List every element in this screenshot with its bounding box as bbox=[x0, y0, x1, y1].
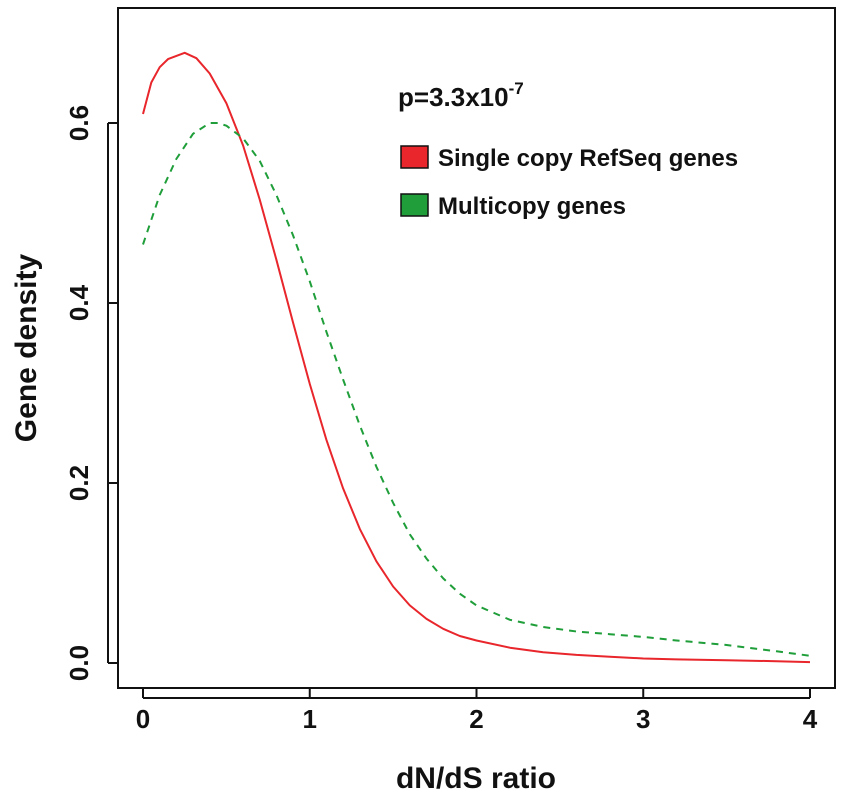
x-tick-label: 4 bbox=[803, 704, 818, 734]
series-layer bbox=[142, 51, 811, 664]
y-tick-label: 0.0 bbox=[64, 645, 94, 681]
x-axis: 0 1 2 3 4 bbox=[136, 688, 818, 734]
p-value-exponent: -7 bbox=[509, 79, 524, 98]
legend-label-single-copy: Single copy RefSeq genes bbox=[438, 145, 738, 172]
y-tick-label: 0.2 bbox=[64, 465, 94, 501]
y-tick-label: 0.4 bbox=[64, 284, 94, 321]
series-line-single-copy bbox=[142, 51, 811, 664]
x-tick-label: 3 bbox=[636, 704, 650, 734]
legend-swatch-single-copy bbox=[400, 145, 429, 169]
y-axis-title: Gene density bbox=[10, 253, 43, 442]
legend: Single copy RefSeq genes Multicopy genes bbox=[400, 145, 738, 220]
legend-swatch-multicopy bbox=[400, 193, 429, 217]
x-tick-label: 0 bbox=[136, 704, 150, 734]
y-tick-label: 0.6 bbox=[64, 105, 94, 141]
y-axis: 0.0 0.2 0.4 0.6 bbox=[64, 105, 118, 681]
x-axis-title: dN/dS ratio bbox=[396, 762, 556, 795]
series-line-multicopy bbox=[142, 122, 811, 657]
x-tick-label: 2 bbox=[469, 704, 483, 734]
x-tick-label: 1 bbox=[303, 704, 317, 734]
p-value-base: p=3.3x10 bbox=[398, 82, 509, 112]
legend-label-multicopy: Multicopy genes bbox=[438, 193, 626, 220]
p-value-annotation: p=3.3x10-7 bbox=[398, 79, 524, 112]
